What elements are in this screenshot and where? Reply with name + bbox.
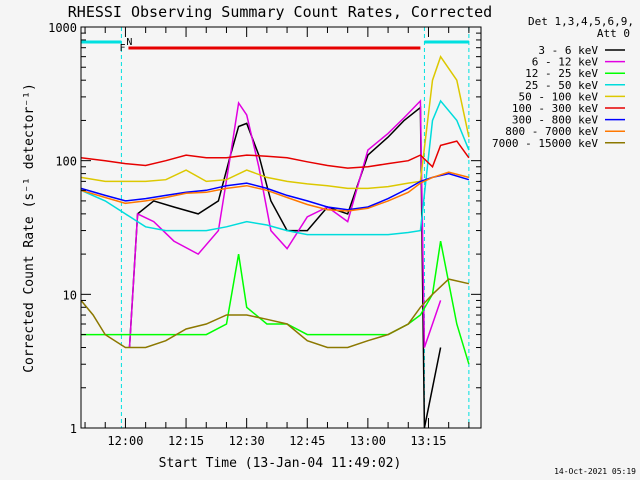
series-line-8 <box>80 278 470 349</box>
legend-label-5: 100 - 300 keV <box>512 102 598 115</box>
x-axis-label: Start Time (13-Jan-04 11:49:02) <box>159 456 402 471</box>
footer-date: 14-Oct-2021 05:19 <box>554 467 636 476</box>
chart-title: RHESSI Observing Summary Count Rates, Co… <box>68 3 492 21</box>
y-axis-label: Corrected Count Rate (s⁻¹ detector⁻¹) <box>22 83 37 373</box>
night-flag-label: N <box>126 37 132 48</box>
legend-header-line-1: Det 1,3,4,5,6,9, <box>528 15 634 28</box>
legend-label-7: 800 - 7000 keV <box>505 125 598 138</box>
y-tick-label: 1000 <box>48 21 77 35</box>
legend-label-4: 50 - 100 keV <box>519 90 599 103</box>
legend-header-line-2: Att 0 <box>597 27 630 40</box>
x-tick-label: 12:45 <box>289 434 325 448</box>
x-tick-label: 12:30 <box>229 434 265 448</box>
legend-label-2: 12 - 25 keV <box>525 67 598 80</box>
x-tick-label: 12:15 <box>168 434 204 448</box>
x-tick-label: 12:00 <box>107 434 143 448</box>
series-line-5 <box>80 140 470 169</box>
plot-layer: NF <box>80 27 470 429</box>
axes-layer: 1 10 100 1000 12:00 12:15 12:30 12:45 13:00 13:15 <box>48 21 481 448</box>
series-line-4 <box>80 55 470 190</box>
series-line-1 <box>128 99 442 348</box>
y-tick-label: 1 <box>70 422 77 436</box>
x-tick-label: 13:00 <box>350 434 386 448</box>
legend-label-3: 25 - 50 keV <box>525 79 598 92</box>
series-line-3 <box>80 99 470 236</box>
legend-label-6: 300 - 800 keV <box>512 114 598 127</box>
series-line-6 <box>80 172 470 211</box>
y-tick-label: 100 <box>55 155 77 169</box>
series-line-0 <box>128 105 442 429</box>
plot-frame <box>80 26 482 429</box>
y-tick-label: 10 <box>63 288 77 302</box>
legend-label-1: 6 - 12 keV <box>532 56 599 69</box>
legend-label-0: 3 - 6 keV <box>538 44 598 57</box>
flare-flag-label: F <box>119 43 125 54</box>
legend-label-8: 7000 - 15000 keV <box>492 137 598 150</box>
x-tick-label: 13:15 <box>410 434 446 448</box>
series-line-7 <box>80 171 470 212</box>
